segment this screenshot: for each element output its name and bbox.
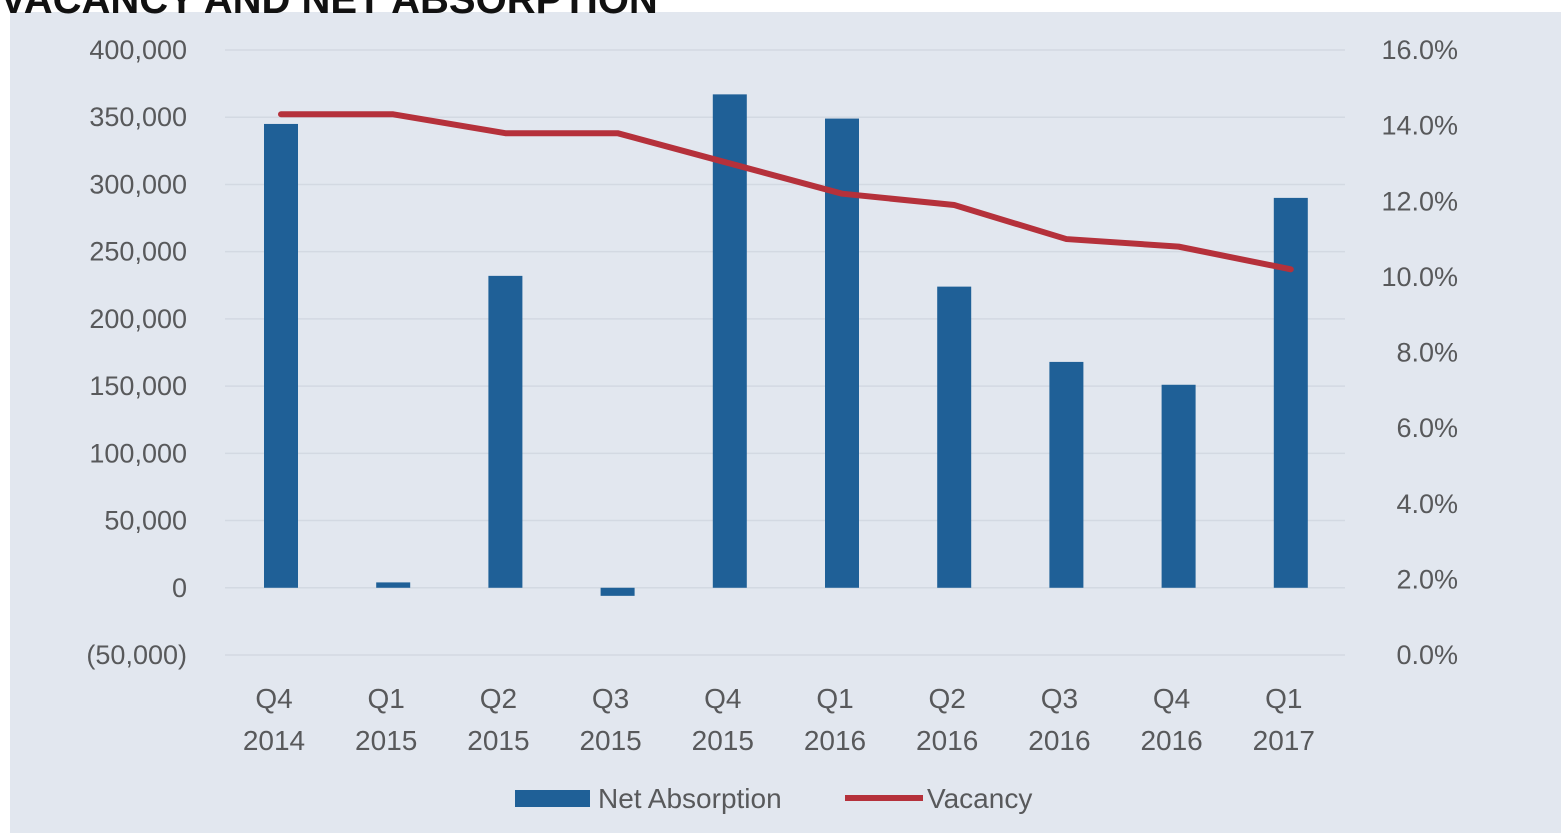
bar	[488, 275, 523, 588]
y-left-tick-label: (50,000)	[86, 640, 187, 670]
bar	[1273, 197, 1308, 588]
x-tick-label-year: 2014	[243, 725, 305, 756]
x-tick-label-quarter: Q4	[1153, 683, 1190, 714]
y-right-tick-label: 16.0%	[1381, 35, 1458, 65]
chart-title: VACANCY AND NET ABSORPTION	[0, 0, 658, 22]
y-left-tick-label: 350,000	[89, 102, 187, 132]
x-tick-label-year: 2016	[1028, 725, 1090, 756]
y-left-tick-label: 400,000	[89, 35, 187, 65]
x-tick-label-year: 2015	[692, 725, 754, 756]
y-right-tick-label: 14.0%	[1381, 111, 1458, 141]
bar	[376, 582, 411, 588]
x-tick-label-year: 2016	[1140, 725, 1202, 756]
y-right-tick-label: 12.0%	[1381, 186, 1458, 216]
y-left-tick-label: 200,000	[89, 304, 187, 334]
bar	[712, 94, 747, 588]
x-tick-label-quarter: Q3	[1041, 683, 1078, 714]
y-right-tick-label: 4.0%	[1396, 489, 1458, 519]
y-left-tick-label: 250,000	[89, 237, 187, 267]
x-tick-label-year: 2015	[579, 725, 641, 756]
y-left-tick-label: 300,000	[89, 169, 187, 199]
bar	[937, 286, 972, 588]
y-left-tick-label: 50,000	[104, 506, 187, 536]
bar	[1049, 361, 1084, 588]
y-right-tick-label: 0.0%	[1396, 640, 1458, 670]
y-left-tick-label: 150,000	[89, 371, 187, 401]
x-tick-label-year: 2016	[804, 725, 866, 756]
vacancy-line	[278, 111, 1294, 273]
legend-label-net-absorption: Net Absorption	[598, 783, 782, 814]
y-left-tick-label: 100,000	[89, 438, 187, 468]
x-tick-label-year: 2015	[355, 725, 417, 756]
x-tick-label-quarter: Q1	[816, 683, 853, 714]
legend-label-vacancy: Vacancy	[927, 783, 1032, 814]
y-right-tick-label: 8.0%	[1396, 338, 1458, 368]
bar	[264, 123, 298, 588]
x-tick-label-year: 2016	[916, 725, 978, 756]
y-left-tick-label: 0	[172, 573, 187, 603]
x-tick-label-quarter: Q1	[1265, 683, 1302, 714]
y-right-tick-label: 6.0%	[1396, 413, 1458, 443]
x-tick-label-quarter: Q3	[592, 683, 629, 714]
x-tick-label-quarter: Q1	[368, 683, 405, 714]
x-tick-label-quarter: Q4	[255, 683, 292, 714]
x-tick-label-quarter: Q2	[929, 683, 966, 714]
x-tick-label-quarter: Q2	[480, 683, 517, 714]
x-tick-label-year: 2015	[467, 725, 529, 756]
x-tick-label-year: 2017	[1253, 725, 1315, 756]
bar	[1161, 384, 1196, 588]
x-tick-label-quarter: Q4	[704, 683, 741, 714]
y-right-tick-label: 10.0%	[1381, 262, 1458, 292]
bar	[600, 587, 635, 596]
legend-swatch-net-absorption	[515, 790, 590, 807]
y-right-tick-label: 2.0%	[1396, 564, 1458, 594]
